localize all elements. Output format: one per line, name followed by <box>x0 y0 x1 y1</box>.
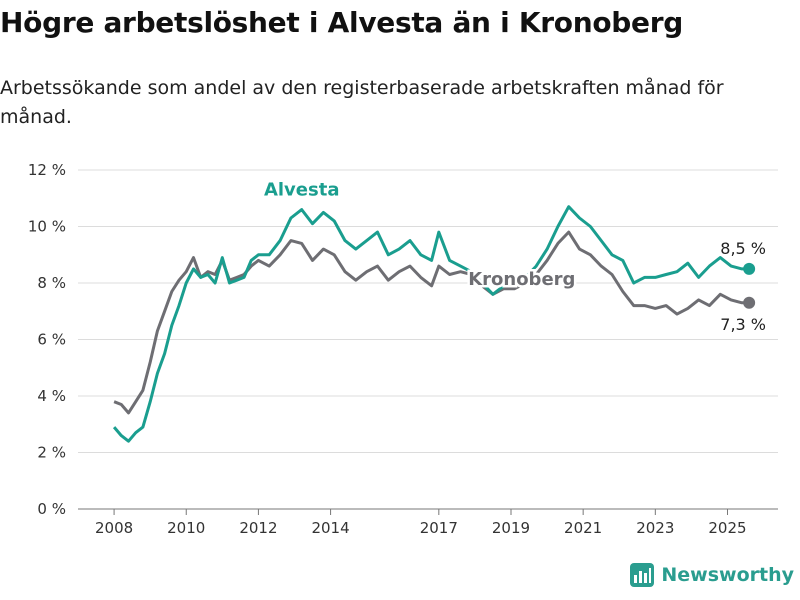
y-tick-label: 6 % <box>37 331 66 349</box>
y-tick-label: 10 % <box>28 218 66 236</box>
series-annotation-alvesta: Alvesta <box>264 180 340 201</box>
x-tick-label: 2025 <box>708 519 746 537</box>
y-tick-label: 12 % <box>28 161 66 179</box>
grid-layer <box>78 169 778 510</box>
end-point-kronoberg <box>743 296 756 309</box>
x-tick-label: 2021 <box>564 519 602 537</box>
x-tick-label: 2008 <box>95 519 133 537</box>
y-tick-label: 2 % <box>37 444 66 462</box>
y-tick-label: 0 % <box>37 500 66 518</box>
series-annotation-kronoberg: Kronoberg <box>468 269 575 290</box>
x-tick-label: 2023 <box>636 519 674 537</box>
x-tick-label: 2014 <box>311 519 349 537</box>
y-tick-label: 8 % <box>37 274 66 292</box>
end-value-label-alvesta: 8,5 % <box>720 239 766 258</box>
x-tick-label: 2017 <box>420 519 458 537</box>
page-title: Högre arbetslöshet i Alvesta än i Kronob… <box>0 6 683 39</box>
y-tick-label: 4 % <box>37 387 66 405</box>
end-value-label-kronoberg: 7,3 % <box>720 315 766 334</box>
x-tick-label: 2012 <box>239 519 277 537</box>
series-line-kronoberg <box>113 230 750 415</box>
newsworthy-icon <box>630 563 655 587</box>
series-line-alvesta <box>112 205 750 443</box>
brand-name: Newsworthy <box>661 564 794 586</box>
x-tick-label: 2010 <box>167 519 205 537</box>
page-subtitle: Arbetssökande som andel av den registerb… <box>0 77 724 128</box>
x-tick-label: 2019 <box>492 519 530 537</box>
series-layer <box>112 205 756 443</box>
x-axis: 2008 2010 2012 2014 2017 2019 2021 2023 2025 <box>78 508 778 537</box>
end-point-alvesta <box>743 262 756 275</box>
line-chart: 0 % 2 % 4 % 6 % 8 % 10 % 12 % 2008 2010 2012 2014… <box>28 161 778 537</box>
brand-logo: Newsworthy <box>629 562 794 588</box>
label-layer: 7,3 % 8,5 % Alvesta Kronoberg <box>261 177 766 334</box>
y-axis: 0 % 2 % 4 % 6 % 8 % 10 % 12 % <box>28 161 66 518</box>
